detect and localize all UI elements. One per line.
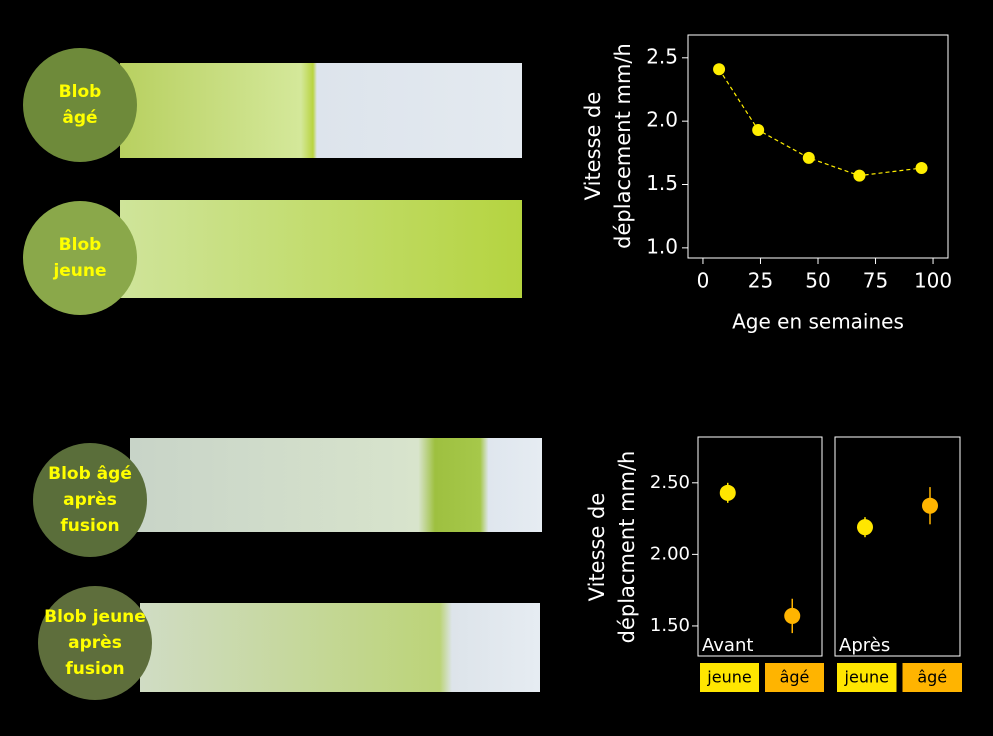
blob [33,443,147,557]
blob-label: après [63,490,117,510]
blob-label: Blob âgé [48,464,132,484]
trend-line [718,68,922,177]
y-tick-label: 1.50 [650,615,690,636]
x-tick-label: 0 [697,269,710,293]
panel-frame [697,436,823,657]
point [853,169,866,182]
point [857,519,873,536]
y-tick-label: 1.0 [646,234,678,258]
point [802,151,815,164]
category-box [837,663,897,692]
point [784,607,801,624]
category-label: âgé [917,668,947,687]
point [915,162,928,175]
x-tick-label: 100 [914,269,952,293]
blob-label: fusion [60,516,119,536]
blob [38,586,152,700]
x-tick-label: 25 [748,269,773,293]
plot-frame [687,34,949,259]
strip [120,200,522,298]
y-tick-label: 2.00 [650,543,690,564]
point [922,497,938,514]
blob-label: Blob jeune [44,607,146,627]
y-tick-label: 1.5 [646,171,678,195]
blob-label: fusion [65,659,124,679]
blob-label: jeune [52,261,106,281]
blob-label: Blob [59,235,102,255]
blob-label: âgé [62,108,97,128]
strip [130,438,542,532]
category-label: jeune [844,668,889,687]
photos [23,48,542,700]
blob-label: Blob [59,82,102,102]
point [713,63,726,76]
panel-label: Avant [702,635,753,656]
y-tick-label: 2.50 [650,472,690,493]
y-tick-label: 2.5 [646,44,678,68]
category-label: âgé [780,668,810,687]
x-tick-label: 50 [805,269,830,293]
panel-frame [834,436,961,657]
blob-label: après [68,633,122,653]
y-axis-label: Vitesse de [585,493,609,602]
strip [120,63,522,158]
x-axis-label: Age en semaines [732,310,904,334]
category-box [765,663,824,692]
category-box [902,663,962,692]
point [752,124,765,137]
y-axis-label: déplacement mm/h [611,43,635,249]
point [719,484,736,501]
blob [23,201,137,315]
y-axis-label: Vitesse de [581,92,605,201]
strip [140,603,540,692]
y-axis-label: déplacment mm/h [615,451,639,644]
x-tick-label: 75 [863,269,888,293]
category-box [700,663,759,692]
y-tick-label: 2.0 [646,108,678,132]
panel-label: Après [839,635,890,656]
category-label: jeune [706,668,751,687]
blob [23,48,137,162]
